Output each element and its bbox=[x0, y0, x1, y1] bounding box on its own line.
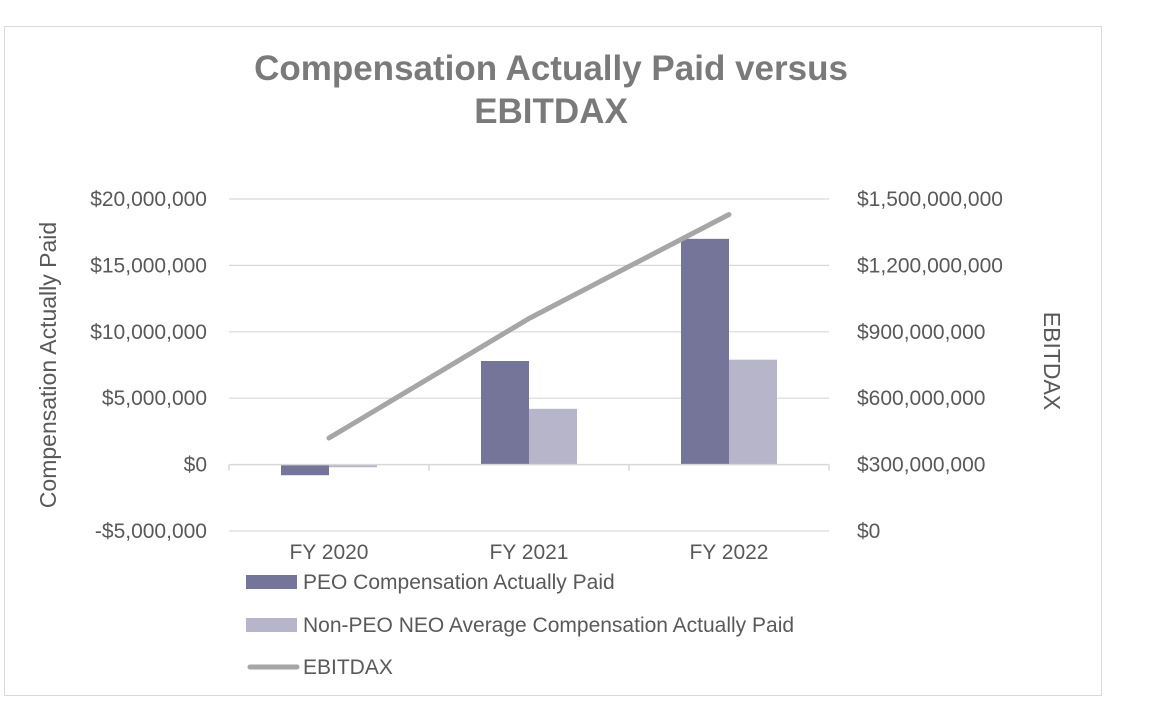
category-labels: FY 2020 FY 2021 FY 2022 bbox=[289, 541, 768, 564]
right-tick-label: $1,500,000,000 bbox=[857, 188, 1003, 211]
bar-peo-fy-2022 bbox=[681, 238, 729, 465]
legend-label: EBITDAX bbox=[303, 656, 393, 679]
category-label: FY 2021 bbox=[489, 541, 568, 564]
right-tick-label: $1,200,000,000 bbox=[857, 254, 1003, 277]
left-axis-ticks: -$5,000,000 $0 $5,000,000 $10,000,000 $15,00… bbox=[90, 188, 207, 543]
bar-non-peo-fy-2021 bbox=[529, 408, 577, 465]
left-axis-title: Compensation Actually Paid bbox=[35, 222, 61, 508]
bar-peo-fy-2020 bbox=[281, 464, 329, 476]
right-tick-label: $0 bbox=[857, 520, 880, 543]
right-tick-label: $300,000,000 bbox=[857, 454, 985, 477]
bars bbox=[281, 238, 777, 476]
right-tick-label: $900,000,000 bbox=[857, 321, 985, 344]
left-tick-label: $15,000,000 bbox=[90, 254, 207, 277]
bar-peo-fy-2021 bbox=[481, 361, 529, 465]
bar-non-peo-fy-2020 bbox=[329, 464, 377, 468]
left-tick-label: $10,000,000 bbox=[90, 321, 207, 344]
category-label: FY 2022 bbox=[689, 541, 768, 564]
legend-swatch-non-peo bbox=[246, 618, 297, 632]
legend-label: PEO Compensation Actually Paid bbox=[303, 571, 615, 594]
chart-title-line-2: EBITDAX bbox=[474, 92, 628, 131]
left-tick-label: -$5,000,000 bbox=[95, 520, 207, 543]
right-tick-label: $600,000,000 bbox=[857, 387, 985, 410]
ebitdax-line-group bbox=[326, 211, 732, 441]
category-label: FY 2020 bbox=[289, 541, 368, 564]
left-tick-label: $0 bbox=[184, 454, 207, 477]
chart-frame bbox=[4, 26, 1102, 696]
legend-swatch-peo bbox=[246, 575, 297, 589]
right-axis-ticks: $0 $300,000,000 $600,000,000 $900,000,000 $1… bbox=[857, 188, 1003, 543]
zero-baseline bbox=[228, 463, 830, 471]
right-axis-title: EBITDAX bbox=[1039, 312, 1065, 410]
legend: PEO Compensation Actually Paid Non-PEO NE… bbox=[246, 571, 794, 679]
bar-non-peo-fy-2022 bbox=[729, 359, 777, 465]
left-tick-label: $5,000,000 bbox=[102, 387, 207, 410]
left-tick-label: $20,000,000 bbox=[90, 188, 207, 211]
chart-title-line-1: Compensation Actually Paid versus bbox=[254, 49, 848, 88]
legend-label: Non-PEO NEO Average Compensation Actuall… bbox=[303, 614, 794, 637]
